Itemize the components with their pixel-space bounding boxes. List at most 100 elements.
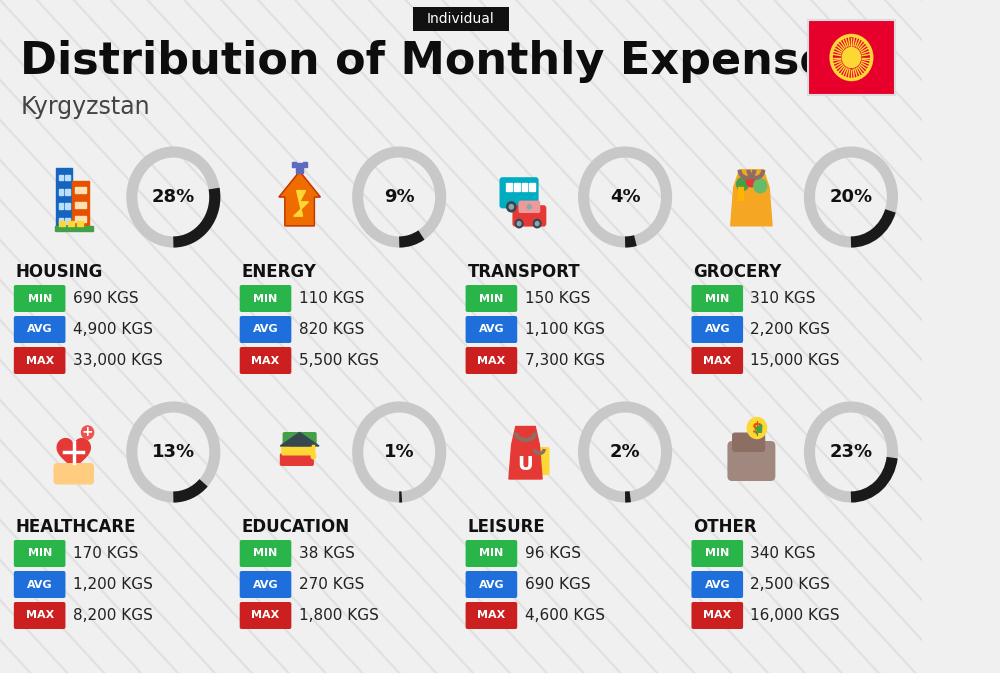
Text: HOUSING: HOUSING [16, 263, 103, 281]
Text: 4,600 KGS: 4,600 KGS [525, 608, 605, 623]
Text: $: $ [752, 421, 762, 435]
FancyBboxPatch shape [283, 432, 317, 445]
Text: 170 KGS: 170 KGS [73, 546, 138, 561]
Circle shape [507, 202, 516, 212]
FancyBboxPatch shape [500, 177, 539, 209]
Text: MIN: MIN [28, 548, 52, 559]
Bar [68, 221, 74, 226]
Text: MIN: MIN [253, 548, 278, 559]
Text: 2,500 KGS: 2,500 KGS [750, 577, 830, 592]
Polygon shape [731, 170, 772, 226]
Text: AVG: AVG [253, 579, 278, 590]
Text: 23%: 23% [829, 443, 873, 461]
Text: OTHER: OTHER [693, 518, 757, 536]
Polygon shape [279, 172, 320, 226]
Text: 16,000 KGS: 16,000 KGS [750, 608, 840, 623]
Bar [65, 174, 70, 180]
Text: 2%: 2% [610, 443, 640, 461]
Bar [292, 162, 296, 167]
Text: MIN: MIN [705, 548, 729, 559]
Bar [59, 174, 63, 180]
Text: MAX: MAX [251, 355, 280, 365]
FancyBboxPatch shape [691, 540, 743, 567]
Bar [296, 164, 303, 173]
FancyBboxPatch shape [280, 453, 314, 466]
FancyBboxPatch shape [53, 463, 94, 485]
FancyBboxPatch shape [14, 540, 65, 567]
Bar [808, 20, 895, 95]
Bar [81, 202, 86, 207]
Text: MIN: MIN [479, 293, 504, 304]
FancyBboxPatch shape [691, 316, 743, 343]
Text: MAX: MAX [477, 610, 506, 621]
FancyBboxPatch shape [240, 285, 291, 312]
Text: AVG: AVG [253, 324, 278, 334]
Circle shape [525, 202, 534, 212]
Text: MAX: MAX [26, 355, 54, 365]
Text: AVG: AVG [704, 579, 730, 590]
FancyBboxPatch shape [466, 316, 517, 343]
Circle shape [747, 417, 767, 439]
Text: 15,000 KGS: 15,000 KGS [750, 353, 840, 368]
FancyBboxPatch shape [691, 602, 743, 629]
Bar [72, 181, 89, 226]
Text: Kyrgyzstan: Kyrgyzstan [20, 95, 150, 119]
FancyBboxPatch shape [240, 571, 291, 598]
Text: ENERGY: ENERGY [242, 263, 316, 281]
Text: MIN: MIN [705, 293, 729, 304]
Polygon shape [294, 190, 308, 216]
Text: HEALTHCARE: HEALTHCARE [16, 518, 136, 536]
FancyBboxPatch shape [240, 347, 291, 374]
FancyBboxPatch shape [14, 316, 65, 343]
Circle shape [737, 178, 748, 190]
Bar [65, 189, 70, 194]
FancyBboxPatch shape [691, 571, 743, 598]
Circle shape [746, 175, 757, 187]
FancyBboxPatch shape [281, 443, 315, 456]
Text: 310 KGS: 310 KGS [750, 291, 816, 306]
Bar [77, 221, 83, 226]
Text: AVG: AVG [479, 324, 504, 334]
Text: +: + [82, 425, 93, 439]
Text: 690 KGS: 690 KGS [525, 577, 590, 592]
Text: 270 KGS: 270 KGS [299, 577, 364, 592]
Text: MIN: MIN [253, 293, 278, 304]
Bar [59, 203, 63, 209]
Text: Individual: Individual [427, 12, 495, 26]
Circle shape [509, 205, 513, 209]
Text: MIN: MIN [28, 293, 52, 304]
Polygon shape [280, 433, 319, 446]
Circle shape [842, 48, 861, 67]
Bar [522, 183, 527, 191]
FancyBboxPatch shape [466, 540, 517, 567]
Text: 1,100 KGS: 1,100 KGS [525, 322, 604, 337]
Circle shape [533, 219, 541, 227]
Bar [59, 221, 65, 226]
Text: 38 KGS: 38 KGS [299, 546, 355, 561]
Text: 13%: 13% [152, 443, 195, 461]
FancyBboxPatch shape [466, 602, 517, 629]
Bar [75, 187, 80, 193]
Text: 4%: 4% [610, 188, 640, 206]
FancyBboxPatch shape [413, 7, 509, 31]
Text: 1,200 KGS: 1,200 KGS [73, 577, 153, 592]
FancyBboxPatch shape [14, 347, 65, 374]
Polygon shape [509, 427, 542, 479]
FancyBboxPatch shape [727, 441, 775, 481]
Bar [81, 187, 86, 193]
FancyBboxPatch shape [240, 316, 291, 343]
FancyBboxPatch shape [466, 285, 517, 312]
Text: 690 KGS: 690 KGS [73, 291, 138, 306]
Circle shape [754, 179, 767, 193]
FancyBboxPatch shape [14, 571, 65, 598]
Text: 820 KGS: 820 KGS [299, 322, 364, 337]
Text: MAX: MAX [477, 355, 506, 365]
Text: AVG: AVG [27, 324, 52, 334]
FancyBboxPatch shape [732, 433, 765, 452]
Text: 150 KGS: 150 KGS [525, 291, 590, 306]
Circle shape [527, 205, 531, 209]
Text: MAX: MAX [26, 610, 54, 621]
Text: MAX: MAX [251, 610, 280, 621]
Circle shape [82, 426, 94, 439]
Bar [81, 216, 86, 222]
